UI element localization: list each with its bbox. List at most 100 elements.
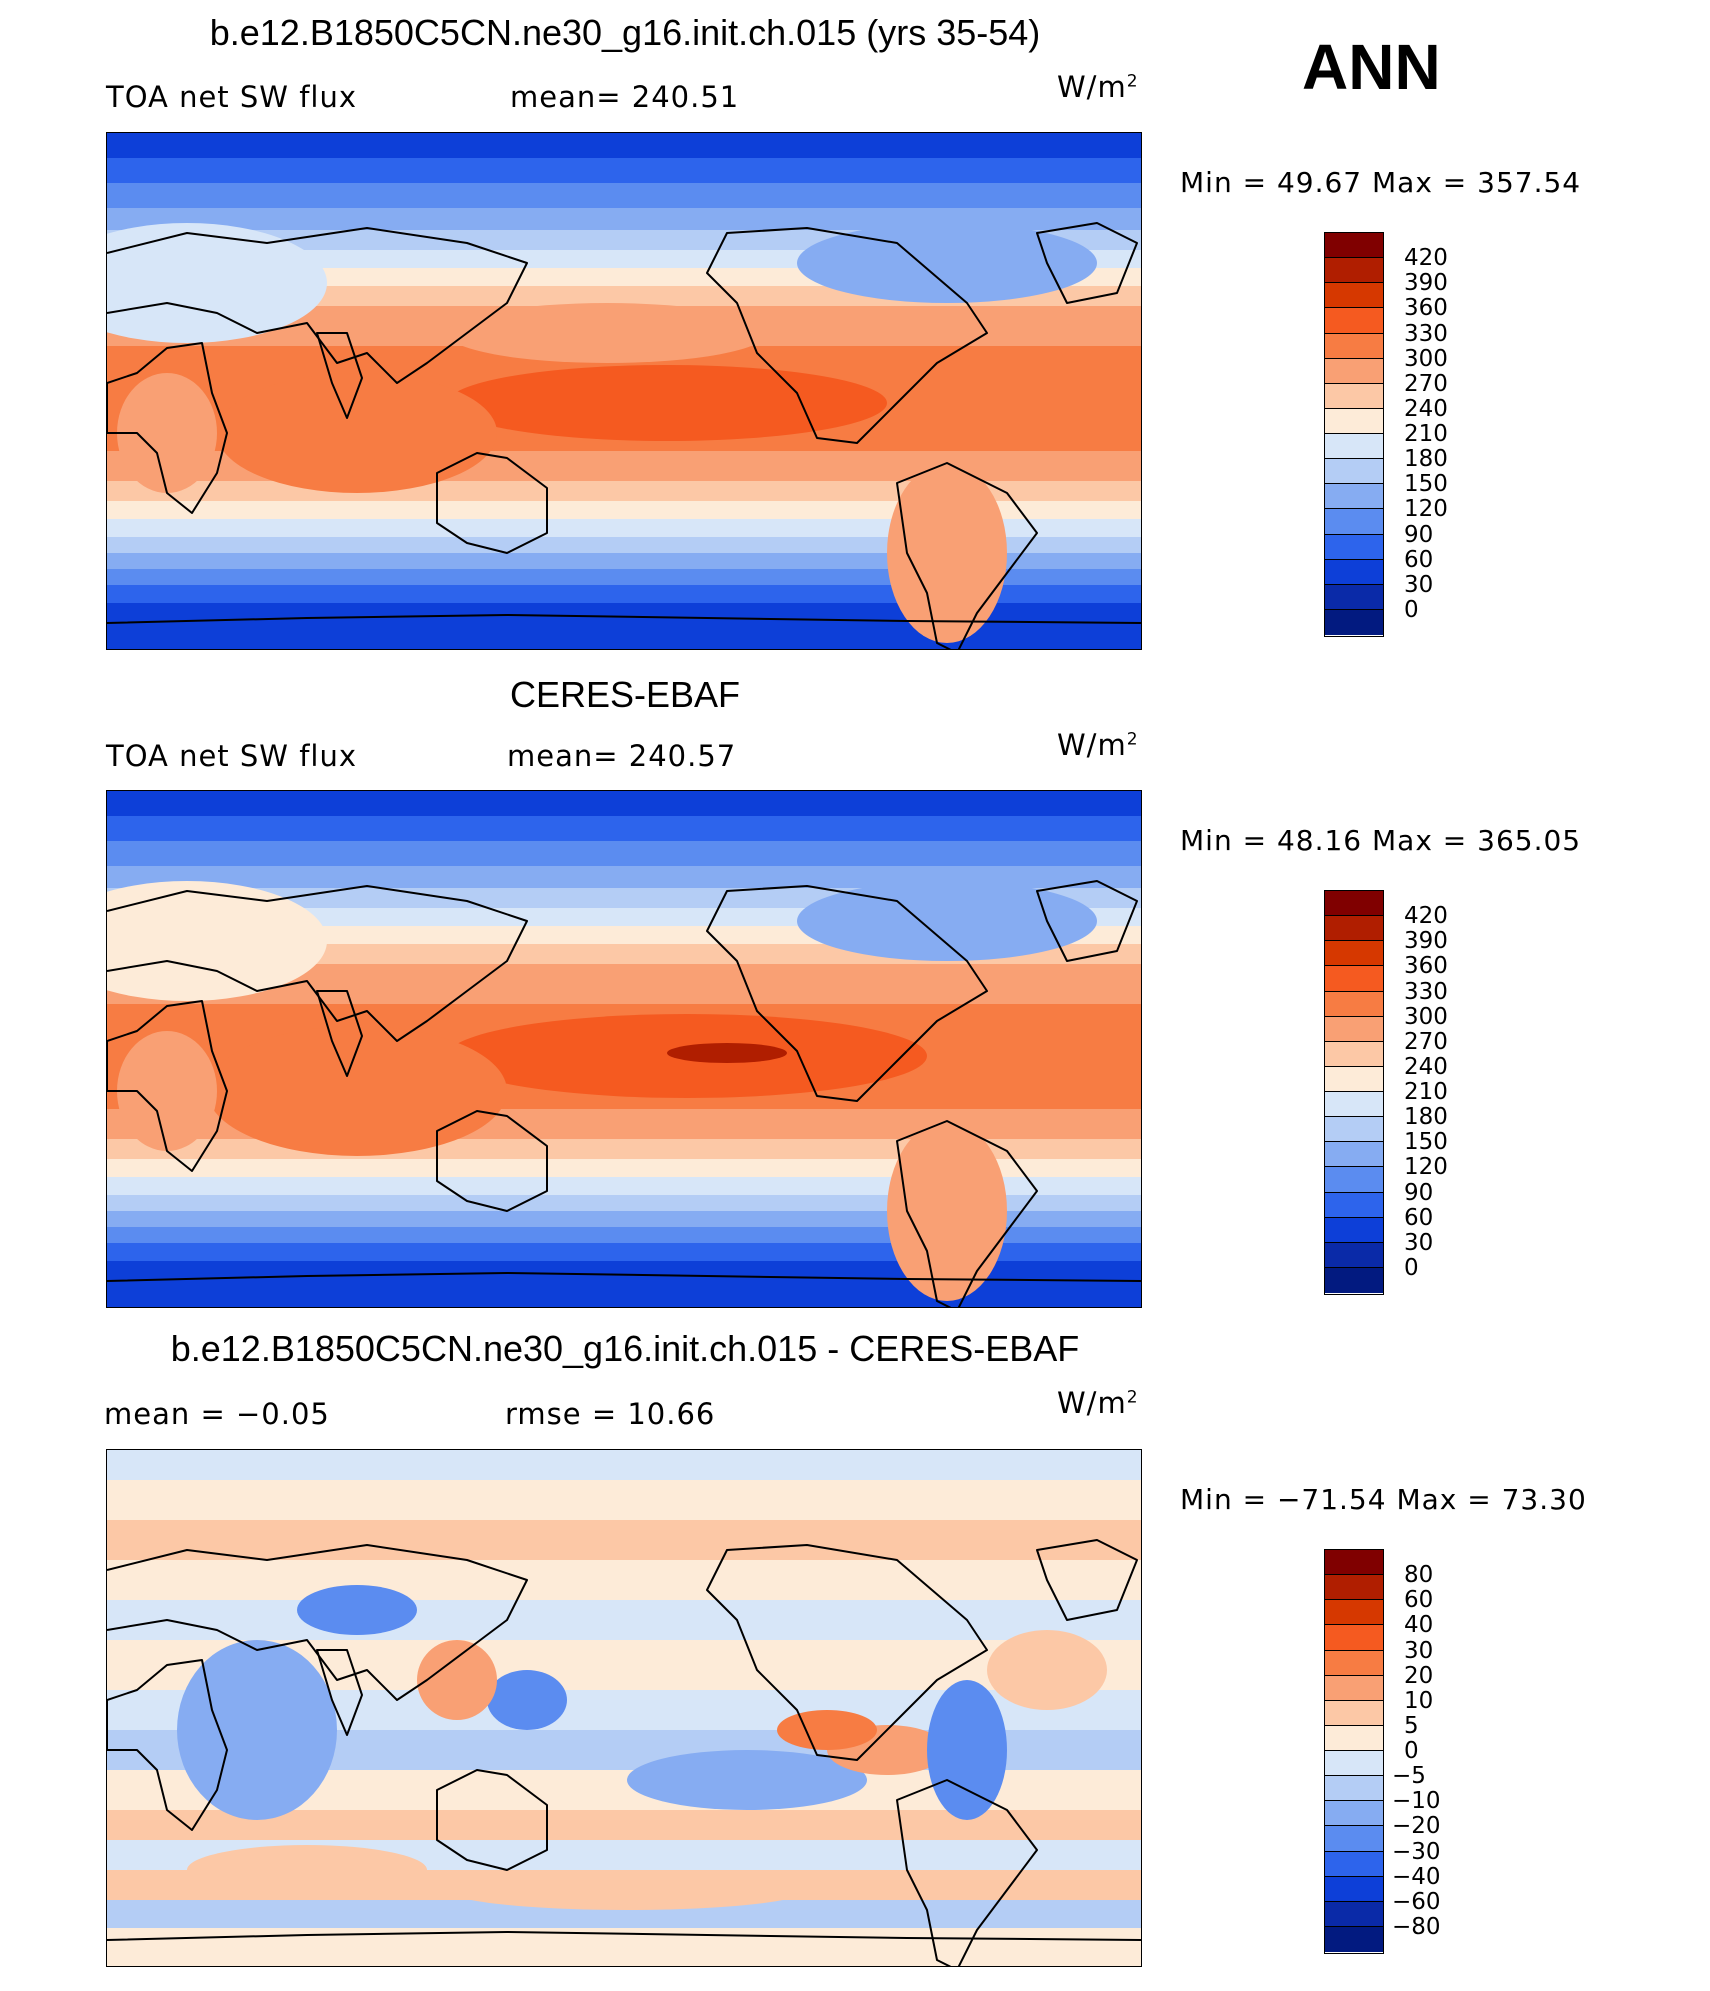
colorbar-box bbox=[1325, 233, 1383, 259]
coastline bbox=[1036, 880, 1138, 962]
coastline bbox=[706, 227, 988, 444]
colorbar-tick-label: −30 bbox=[1392, 1838, 1441, 1865]
coastline bbox=[436, 1769, 548, 1871]
colorbar-tick-label: 300 bbox=[1404, 345, 1448, 372]
field-region bbox=[927, 1680, 1007, 1820]
field-band bbox=[107, 866, 1141, 888]
colorbar-box bbox=[1325, 434, 1383, 460]
panel-1-mean-label: mean= 240.51 bbox=[510, 80, 740, 114]
field-region bbox=[887, 1121, 1007, 1301]
colorbar-box bbox=[1325, 1901, 1383, 1927]
coastline bbox=[896, 462, 1038, 649]
colorbar-box bbox=[1325, 1851, 1383, 1877]
panel-3-map bbox=[106, 1449, 1142, 1967]
colorbar-tick-label: 90 bbox=[1404, 521, 1434, 548]
field-band bbox=[107, 1159, 1141, 1177]
field-band bbox=[107, 1560, 1141, 1600]
colorbar-box bbox=[1325, 1751, 1383, 1777]
field-band bbox=[107, 553, 1141, 569]
colorbar-box bbox=[1325, 1242, 1383, 1268]
colorbar-box bbox=[1325, 1092, 1383, 1118]
colorbar-tick-label: 10 bbox=[1404, 1687, 1434, 1714]
colorbar-box bbox=[1325, 584, 1383, 610]
field-band bbox=[107, 1600, 1141, 1640]
colorbar-tick-label: 120 bbox=[1404, 496, 1448, 523]
colorbar-box bbox=[1325, 1167, 1383, 1193]
field-band bbox=[107, 1480, 1141, 1520]
field-region bbox=[797, 881, 1097, 961]
colorbar-box bbox=[1325, 609, 1383, 635]
colorbar-box bbox=[1325, 1650, 1383, 1676]
coastline bbox=[436, 1110, 548, 1212]
field-band bbox=[107, 791, 1141, 816]
coastline bbox=[436, 452, 548, 554]
colorbar-box bbox=[1325, 1217, 1383, 1243]
colorbar-box bbox=[1325, 1192, 1383, 1218]
coastline bbox=[1036, 1539, 1138, 1621]
colorbar-tick-label: 240 bbox=[1404, 395, 1448, 422]
field-region bbox=[887, 463, 1007, 643]
panel-3-title: b.e12.B1850C5CN.ne30_g16.init.ch.015 - C… bbox=[170, 1328, 1080, 1369]
coastline bbox=[896, 1779, 1038, 1966]
colorbar-box bbox=[1325, 509, 1383, 535]
panel-2-map bbox=[106, 790, 1142, 1308]
colorbar-tick-label: 240 bbox=[1404, 1053, 1448, 1080]
colorbar-box bbox=[1325, 1142, 1383, 1168]
colorbar-box bbox=[1325, 408, 1383, 434]
colorbar-tick-label: 330 bbox=[1404, 978, 1448, 1005]
field-region bbox=[117, 1031, 217, 1151]
panel-3-rmse-label: rmse = 10.66 bbox=[505, 1397, 716, 1431]
colorbar-tick-label: 150 bbox=[1404, 471, 1448, 498]
coastline bbox=[1036, 222, 1138, 304]
field-band bbox=[107, 133, 1141, 158]
field-band bbox=[107, 569, 1141, 585]
field-band bbox=[107, 816, 1141, 841]
colorbar-tick-label: −10 bbox=[1392, 1788, 1441, 1815]
colorbar-tick-label: 0 bbox=[1404, 1738, 1419, 1764]
colorbar-box bbox=[1325, 1041, 1383, 1067]
panel-2-min-max: Min = 48.16 Max = 365.05 bbox=[1180, 824, 1582, 857]
field-region bbox=[207, 1026, 507, 1156]
colorbar-tick-label: 60 bbox=[1404, 1204, 1434, 1231]
colorbar-box bbox=[1325, 1600, 1383, 1626]
season-label: ANN bbox=[1302, 31, 1441, 103]
coastline bbox=[706, 1544, 988, 1761]
panel-2-variable-label: TOA net SW flux bbox=[106, 739, 358, 773]
field-region bbox=[297, 1585, 417, 1635]
panel-1-title: b.e12.B1850C5CN.ne30_g16.init.ch.015 (yr… bbox=[209, 12, 1041, 53]
coastline bbox=[107, 1272, 1141, 1282]
colorbar-tick-label: 40 bbox=[1404, 1612, 1434, 1639]
field-band bbox=[107, 183, 1141, 208]
colorbar-tick-label: 420 bbox=[1404, 245, 1448, 272]
colorbar-box bbox=[1325, 258, 1383, 284]
colorbar-box bbox=[1325, 891, 1383, 917]
colorbar-tick-label: 270 bbox=[1404, 1028, 1448, 1055]
field-region bbox=[487, 1670, 567, 1730]
field-band bbox=[107, 1177, 1141, 1195]
colorbar-tick-label: 210 bbox=[1404, 421, 1448, 447]
field-region bbox=[177, 1640, 337, 1820]
colorbar-tick-label: 390 bbox=[1404, 928, 1448, 955]
field-region bbox=[627, 1750, 867, 1810]
field-band bbox=[107, 158, 1141, 183]
colorbar-tick-label: 5 bbox=[1404, 1712, 1419, 1739]
panel-2-title: CERES-EBAF bbox=[509, 674, 741, 715]
colorbar-box bbox=[1325, 966, 1383, 992]
colorbar-tick-label: 180 bbox=[1404, 1104, 1448, 1131]
coastline bbox=[107, 614, 1141, 624]
colorbar-tick-label: 150 bbox=[1404, 1129, 1448, 1156]
colorbar-tick-label: 0 bbox=[1404, 596, 1419, 623]
colorbar-box bbox=[1325, 991, 1383, 1017]
colorbar-tick-label: 0 bbox=[1404, 1254, 1419, 1281]
field-region bbox=[447, 365, 887, 441]
coastline bbox=[107, 227, 528, 384]
colorbar-box bbox=[1325, 383, 1383, 409]
colorbar-tick-label: 120 bbox=[1404, 1154, 1448, 1181]
field-band bbox=[107, 501, 1141, 519]
colorbar-tick-label: 270 bbox=[1404, 370, 1448, 397]
colorbar-box bbox=[1325, 1625, 1383, 1651]
coastline bbox=[107, 1544, 528, 1701]
colorbar-tick-label: 90 bbox=[1404, 1179, 1434, 1206]
colorbar-tick-label: −20 bbox=[1392, 1813, 1441, 1840]
colorbar-tick-label: 20 bbox=[1404, 1662, 1434, 1689]
